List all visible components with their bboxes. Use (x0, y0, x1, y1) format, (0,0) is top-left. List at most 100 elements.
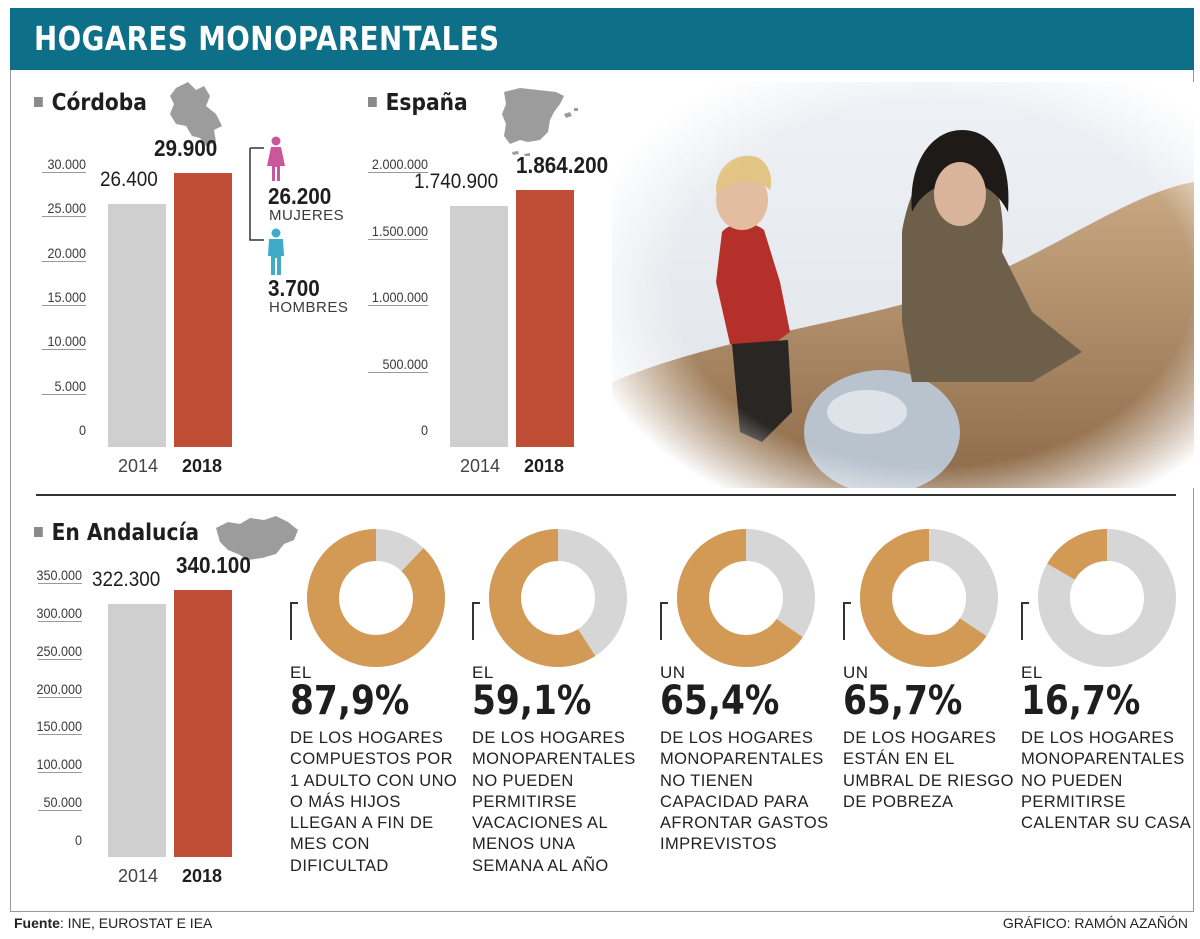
donut-segment (1047, 529, 1108, 581)
stat-percentage: 65,4% (660, 678, 780, 724)
y-tick-line (38, 810, 82, 812)
stat-description: DE LOS HOGARES MONOPARENTALES NO TIENEN … (660, 729, 829, 854)
stat-percentage: 16,7% (1021, 678, 1141, 724)
donut-chart (677, 529, 815, 667)
female-value: 26.200 (268, 183, 332, 209)
section-divider (36, 494, 1176, 496)
stat-description: DE LOS HOGARES MONOPARENTALES NO PUEDEN … (472, 729, 636, 875)
y-tick-line (42, 172, 86, 173)
x-category-label: 2018 (524, 456, 565, 476)
spain-map-icon (502, 88, 578, 156)
x-category-label: 2018 (182, 866, 223, 886)
bar-2018 (174, 590, 232, 857)
andalucia-heading-text: En Andalucía (51, 520, 200, 546)
bar-value-label: 322.300 (92, 567, 161, 591)
stat-block: UN 65,4% DE LOS HOGARES MONOPARENTALES NO … (660, 528, 840, 888)
stat-bracket (1021, 602, 1029, 640)
donut-chart (1038, 529, 1176, 667)
y-tick-line (42, 305, 86, 306)
donut-chart (307, 529, 445, 667)
y-tick-label: 1.000.000 (371, 289, 428, 305)
family-photo (612, 82, 1194, 488)
y-tick-label: 2.000.000 (371, 156, 428, 172)
y-tick-line (368, 172, 428, 173)
x-category-label: 2014 (118, 456, 159, 476)
stat-percentage: 87,9% (290, 678, 410, 724)
male-label: HOMBRES (269, 299, 349, 316)
page-title: HOGARES MONOPARENTALES (34, 19, 500, 58)
y-tick-line (368, 371, 428, 373)
stat-prefix: UN (843, 663, 869, 682)
bullet-square-icon (368, 97, 377, 107)
y-tick-label: 500.000 (382, 355, 428, 372)
stat-prefix: EL (290, 663, 312, 682)
title-bar: HOGARES MONOPARENTALES (10, 8, 1194, 70)
y-tick-label: 0 (74, 832, 82, 848)
y-tick-label: 250.000 (36, 642, 82, 659)
woman-icon (267, 136, 285, 181)
female-label: MUJERES (269, 207, 345, 224)
bar-value-label: 26.400 (100, 167, 158, 191)
y-tick-line (42, 260, 86, 262)
graphic-credit: GRÁFICO: RAMÓN AZAÑÓN (1002, 915, 1188, 931)
y-tick-label: 5.000 (54, 377, 86, 394)
y-tick-label: 15.000 (47, 289, 86, 305)
stat-percentage: 65,7% (843, 678, 963, 724)
bar-value-label: 29.900 (154, 134, 218, 161)
espana-heading: España (368, 90, 468, 116)
y-tick-line (38, 658, 82, 660)
y-tick-label: 0 (78, 422, 86, 438)
stat-block: UN 65,7% DE LOS HOGARES ESTÁN EN EL UMBRAL… (843, 528, 1023, 888)
bar-value-label: 340.100 (176, 552, 251, 579)
y-tick-line (368, 238, 428, 240)
y-tick-line (368, 305, 428, 306)
stat-bracket (843, 602, 851, 640)
x-category-label: 2014 (460, 456, 501, 476)
donut-segment (489, 529, 596, 667)
y-tick-line (38, 772, 82, 774)
y-tick-line (38, 583, 82, 584)
y-tick-label: 30.000 (47, 156, 86, 172)
source-note: Fuente: INE, EUROSTAT E IEA (14, 915, 212, 931)
stat-bracket (660, 602, 668, 640)
y-tick-line (38, 696, 82, 698)
stat-prefix: EL (1021, 663, 1043, 682)
bar-2018 (516, 190, 574, 447)
male-value: 3.700 (268, 275, 320, 301)
bullet-square-icon (34, 527, 43, 537)
bar-2018 (174, 172, 232, 447)
cordoba-heading: Córdoba (34, 90, 147, 116)
y-tick-label: 150.000 (36, 718, 82, 735)
andalucia-map-icon (216, 516, 298, 560)
cordoba-heading-text: Córdoba (51, 90, 147, 116)
bar-2014 (108, 603, 166, 857)
stat-description: DE LOS HOGARES MONOPARENTALES NO PUEDEN … (1021, 729, 1192, 833)
stat-description: DE LOS HOGARES ESTÁN EN EL UMBRAL DE RIE… (843, 729, 1014, 811)
x-category-label: 2014 (118, 866, 159, 886)
source-text: : INE, EUROSTAT E IEA (59, 915, 213, 931)
stat-bracket (290, 602, 298, 640)
donut-segment (677, 529, 803, 667)
bar-value-label: 1.864.200 (516, 152, 609, 179)
y-tick-label: 20.000 (47, 244, 86, 261)
stat-percentage: 59,1% (472, 678, 592, 724)
stat-block: EL 59,1% DE LOS HOGARES MONOPARENTALES NO … (472, 528, 652, 888)
stat-prefix: UN (660, 663, 686, 682)
y-tick-label: 1.500.000 (371, 222, 428, 239)
y-tick-label: 300.000 (36, 604, 82, 621)
donut-segment (860, 529, 987, 667)
stat-description: DE LOS HOGARES COMPUESTOS POR 1 ADULTO C… (290, 729, 458, 875)
y-tick-label: 200.000 (36, 680, 82, 697)
donut-segment (307, 529, 445, 667)
y-tick-label: 25.000 (47, 200, 86, 217)
y-tick-line (42, 349, 86, 351)
bar-2014 (450, 206, 508, 447)
y-tick-label: 350.000 (36, 567, 82, 583)
donut-chart (860, 529, 998, 667)
y-tick-line (42, 393, 86, 395)
bullet-square-icon (34, 97, 43, 107)
man-icon (268, 228, 284, 275)
gender-bracket (249, 147, 264, 241)
espana-heading-text: España (385, 90, 468, 116)
y-tick-label: 0 (420, 422, 428, 438)
